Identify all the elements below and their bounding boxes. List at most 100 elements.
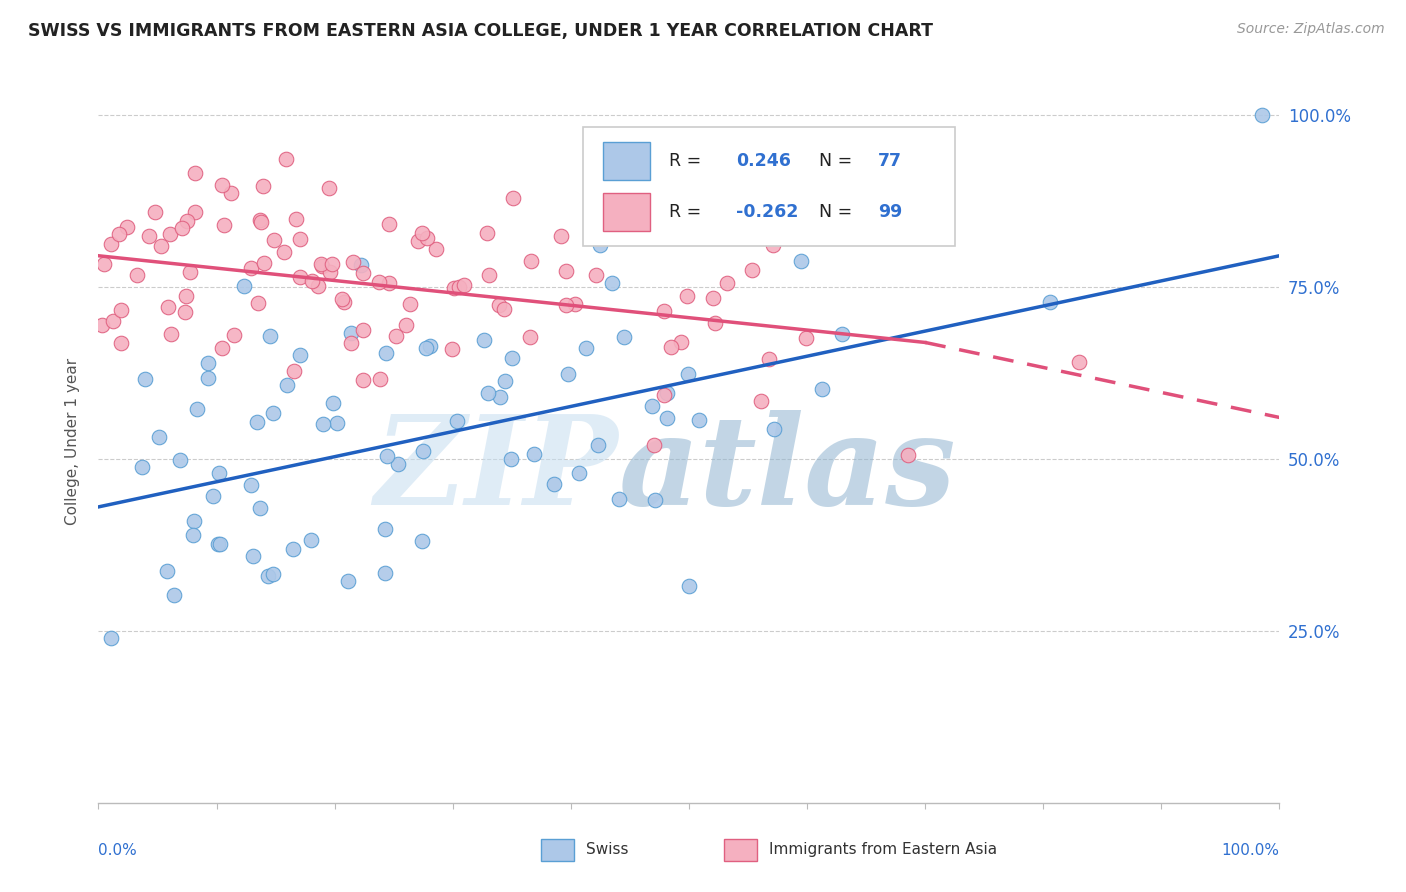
Text: 0.0%: 0.0% bbox=[98, 843, 138, 857]
Point bbox=[131, 459, 153, 474]
Point bbox=[425, 242, 447, 256]
Point bbox=[585, 268, 607, 282]
Point bbox=[640, 399, 662, 413]
Point bbox=[441, 343, 464, 357]
Point bbox=[321, 257, 343, 271]
Point bbox=[288, 232, 311, 246]
Point bbox=[259, 328, 281, 343]
Point bbox=[588, 438, 610, 452]
Point bbox=[174, 304, 197, 318]
Text: ZIP: ZIP bbox=[374, 409, 619, 532]
Point bbox=[385, 329, 408, 343]
Point bbox=[246, 416, 269, 430]
Text: N =: N = bbox=[818, 153, 858, 170]
Point bbox=[100, 237, 122, 252]
FancyBboxPatch shape bbox=[724, 838, 758, 861]
Point bbox=[370, 372, 392, 386]
Point bbox=[349, 258, 371, 272]
Point bbox=[247, 296, 270, 310]
Point bbox=[249, 500, 271, 515]
Point bbox=[311, 257, 333, 271]
Point bbox=[659, 340, 682, 354]
Text: R =: R = bbox=[669, 153, 707, 170]
Point bbox=[339, 336, 361, 351]
Text: atlas: atlas bbox=[619, 409, 956, 532]
Point bbox=[159, 326, 181, 341]
Point bbox=[716, 276, 738, 290]
Point bbox=[671, 335, 693, 350]
Point bbox=[274, 152, 297, 166]
Text: Immigrants from Eastern Asia: Immigrants from Eastern Asia bbox=[769, 842, 997, 857]
Point bbox=[159, 227, 181, 242]
Point bbox=[377, 217, 399, 231]
Point bbox=[125, 268, 148, 282]
Point bbox=[157, 300, 180, 314]
Text: 100.0%: 100.0% bbox=[1222, 843, 1279, 857]
Point bbox=[108, 227, 131, 241]
Point bbox=[794, 331, 817, 345]
Point bbox=[676, 367, 699, 381]
Y-axis label: College, Under 1 year: College, Under 1 year bbox=[65, 358, 80, 525]
Point bbox=[239, 478, 262, 492]
Point bbox=[419, 339, 441, 353]
Point bbox=[374, 522, 396, 536]
Point bbox=[702, 291, 724, 305]
Point bbox=[849, 227, 872, 242]
Point bbox=[179, 265, 201, 279]
Point bbox=[523, 448, 546, 462]
Point bbox=[242, 549, 264, 563]
Point bbox=[100, 631, 122, 645]
Point bbox=[288, 270, 311, 285]
Point bbox=[374, 566, 396, 580]
Point bbox=[156, 564, 179, 578]
Point bbox=[326, 416, 349, 430]
Point bbox=[318, 181, 340, 195]
Point bbox=[790, 253, 813, 268]
Point bbox=[342, 255, 364, 269]
FancyBboxPatch shape bbox=[603, 143, 650, 180]
Point bbox=[589, 238, 612, 252]
Point bbox=[148, 430, 170, 444]
Point bbox=[411, 226, 433, 240]
Point bbox=[613, 330, 636, 344]
Point bbox=[411, 533, 433, 548]
Point bbox=[263, 233, 285, 247]
Point bbox=[290, 348, 312, 362]
Point bbox=[221, 186, 243, 200]
Point bbox=[374, 346, 396, 360]
Point bbox=[897, 448, 920, 462]
Point bbox=[299, 533, 322, 547]
Text: 0.246: 0.246 bbox=[737, 153, 792, 170]
Point bbox=[657, 411, 679, 425]
Point bbox=[352, 373, 374, 387]
Point bbox=[273, 244, 295, 259]
Point bbox=[688, 413, 710, 427]
Point bbox=[181, 528, 204, 542]
Point bbox=[90, 318, 112, 332]
Point bbox=[172, 220, 194, 235]
Point bbox=[395, 318, 418, 332]
Point bbox=[138, 229, 160, 244]
Point bbox=[492, 302, 515, 317]
Point bbox=[311, 260, 333, 274]
Point bbox=[378, 276, 401, 290]
Text: N =: N = bbox=[818, 202, 858, 221]
Point bbox=[233, 278, 256, 293]
Point bbox=[502, 191, 524, 205]
Point bbox=[607, 492, 630, 507]
Text: Source: ZipAtlas.com: Source: ZipAtlas.com bbox=[1237, 22, 1385, 37]
Point bbox=[555, 264, 578, 278]
Point bbox=[550, 228, 572, 243]
Point bbox=[443, 281, 465, 295]
Point bbox=[741, 263, 763, 277]
Text: Swiss: Swiss bbox=[586, 842, 628, 857]
Point bbox=[311, 417, 333, 431]
Point bbox=[520, 253, 543, 268]
Point bbox=[751, 394, 773, 409]
Point bbox=[830, 218, 852, 232]
Point bbox=[319, 264, 342, 278]
Point bbox=[352, 266, 374, 280]
Point bbox=[477, 386, 499, 401]
Point bbox=[207, 467, 229, 481]
Point bbox=[519, 330, 541, 344]
